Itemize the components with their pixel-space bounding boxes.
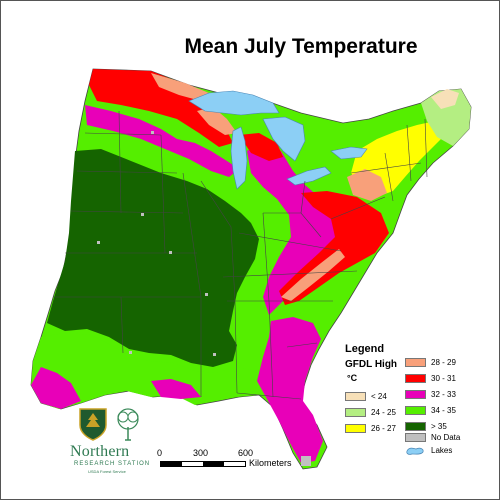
zone-30-31-north bbox=[89, 69, 233, 147]
legend-item-34-35: 34 - 35 bbox=[405, 405, 456, 416]
legend-item-30-31: 30 - 31 bbox=[405, 373, 456, 384]
legend-item-lt24: < 24 bbox=[345, 391, 387, 402]
scale-bar: 0 300 600 Kilometers bbox=[156, 448, 306, 488]
legend-swatch bbox=[405, 374, 426, 383]
zone-24-25-maine bbox=[421, 89, 471, 146]
legend-swatch bbox=[405, 433, 426, 442]
lake-huron bbox=[262, 116, 306, 162]
logo-subtitle: RESEARCH STATION bbox=[74, 461, 151, 467]
logo-wordmark: Northern bbox=[70, 443, 130, 460]
zone-28-29-lsupnorth bbox=[197, 107, 237, 135]
forest-service-shield-icon bbox=[79, 408, 107, 441]
zone-lt24-maine bbox=[431, 89, 459, 109]
legend-label: 28 - 29 bbox=[431, 358, 456, 367]
map-title: Mean July Temperature bbox=[184, 35, 418, 58]
state-boundaries bbox=[53, 110, 428, 400]
legend-label: 34 - 35 bbox=[431, 406, 456, 415]
oak-tree-icon bbox=[117, 408, 139, 441]
legend-swatch bbox=[405, 406, 426, 415]
legend-title: Legend bbox=[345, 343, 385, 355]
zone-28-29-ridge bbox=[281, 249, 345, 301]
northern-research-station-logo: Northern RESEARCH STATION USDA Forest Se… bbox=[66, 399, 161, 479]
legend-swatch bbox=[405, 358, 426, 367]
zone-32-33-louisiana bbox=[151, 379, 201, 399]
legend: Legend GFDL High °C < 24 24 - 25 26 - 27… bbox=[345, 343, 495, 455]
scale-tick-300: 300 bbox=[193, 448, 209, 458]
legend-label: 30 - 31 bbox=[431, 374, 456, 383]
legend-item-nodata: No Data bbox=[405, 432, 460, 443]
legend-swatch bbox=[345, 424, 366, 433]
legend-item-28-29: 28 - 29 bbox=[405, 357, 456, 368]
legend-item-32-33: 32 - 33 bbox=[405, 389, 456, 400]
legend-label: No Data bbox=[431, 433, 461, 442]
lake-erie bbox=[286, 166, 332, 186]
zone-32-33-east bbox=[247, 141, 353, 315]
legend-item-24-25: 24 - 25 bbox=[345, 407, 396, 418]
zone-30-31-up bbox=[239, 133, 283, 161]
legend-label: < 24 bbox=[371, 392, 387, 401]
no-data-cells bbox=[97, 131, 311, 466]
logo-agency: USDA Forest Service bbox=[88, 469, 126, 474]
lake-michigan bbox=[230, 126, 248, 190]
lake-icon bbox=[406, 447, 424, 455]
scale-tick-600: 600 bbox=[238, 448, 254, 458]
zone-gt35-central bbox=[47, 149, 259, 367]
legend-swatch bbox=[405, 390, 426, 399]
legend-label: 32 - 33 bbox=[431, 390, 456, 399]
legend-label: > 35 bbox=[431, 422, 447, 431]
zone-34-35-south bbox=[31, 333, 271, 409]
legend-label: 24 - 25 bbox=[371, 408, 396, 417]
zone-28-29-arrowhead bbox=[151, 73, 209, 101]
legend-item-gt35: > 35 bbox=[405, 421, 447, 432]
legend-item-lakes: Lakes bbox=[405, 445, 452, 456]
legend-unit: °C bbox=[347, 373, 358, 383]
scale-unit: Kilometers bbox=[249, 458, 292, 468]
legend-swatch bbox=[405, 422, 426, 431]
zone-32-33-north bbox=[85, 105, 239, 177]
zone-32-33-gulf bbox=[31, 367, 81, 409]
lake-ontario bbox=[330, 146, 368, 160]
zone-28-29-ny bbox=[347, 169, 387, 201]
lake-superior bbox=[188, 90, 280, 116]
scale-bar-graphic bbox=[160, 461, 246, 467]
legend-label: Lakes bbox=[431, 446, 453, 455]
zone-32-33-southeast bbox=[257, 317, 323, 463]
legend-swatch bbox=[345, 392, 366, 401]
legend-item-26-27: 26 - 27 bbox=[345, 423, 396, 434]
legend-model: GFDL High bbox=[345, 359, 398, 370]
legend-swatch bbox=[345, 408, 366, 417]
legend-label: 26 - 27 bbox=[371, 424, 396, 433]
scale-tick-0: 0 bbox=[157, 448, 163, 458]
